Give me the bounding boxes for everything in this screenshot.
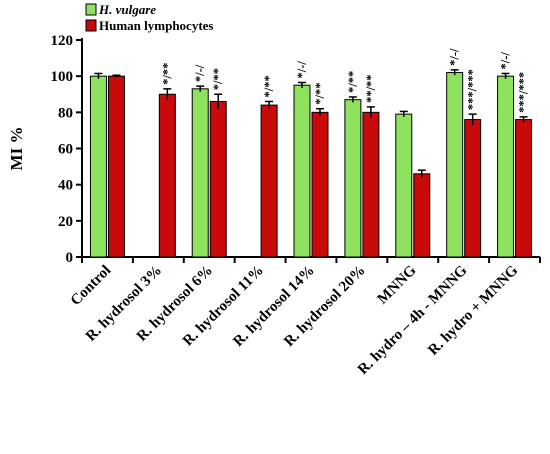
bar-h-vulgare: [191, 88, 209, 258]
y-axis-title: MI %: [7, 127, 26, 171]
y-tick-label: 80: [58, 105, 73, 121]
x-tick-label: MNNG: [375, 262, 420, 307]
x-tick-label: R. hydro + MNNG: [425, 262, 521, 358]
y-tick-label: 20: [58, 214, 73, 230]
bar-human-lymphocytes: [413, 173, 431, 258]
y-tick-label: 100: [51, 69, 74, 85]
bar-h-vulgare: [89, 75, 107, 258]
bar-h-vulgare: [446, 72, 464, 258]
significance-label: ***/***: [517, 72, 531, 113]
bar-human-lymphocytes: [209, 100, 227, 258]
bar-human-lymphocytes: [362, 111, 380, 258]
significance-label: */**: [211, 68, 225, 90]
bar-human-lymphocytes: [158, 93, 176, 258]
significance-label: */-/: [448, 48, 462, 66]
significance-label: */**: [346, 71, 360, 93]
significance-label: */**: [160, 63, 174, 85]
bar-human-lymphocytes: [515, 119, 533, 258]
significance-label: **/**: [364, 74, 378, 102]
bar-h-vulgare: [344, 99, 362, 258]
legend-swatch: [85, 3, 97, 16]
legend-swatch: [85, 19, 97, 32]
y-tick-label: 40: [58, 178, 73, 194]
significance-label: */**: [262, 75, 276, 97]
significance-label: */**: [313, 82, 327, 104]
legend-label: H. vulgare: [98, 2, 156, 17]
bar-h-vulgare: [497, 75, 515, 258]
x-tick-label: Control: [68, 263, 114, 309]
significance-label: */-/: [193, 64, 207, 82]
plot-area: 0 20 40 60 80 100 120 */-/ */-/ */** */-/ */-/ */** *…: [51, 33, 541, 378]
bar-human-lymphocytes: [311, 111, 329, 258]
legend-label: Human lymphocytes: [99, 18, 213, 33]
bar-h-vulgare: [395, 113, 413, 258]
bar-h-vulgare: [293, 84, 311, 258]
bar-human-lymphocytes: [107, 75, 125, 258]
y-tick-label: 120: [51, 33, 74, 49]
significance-label: ***/***: [466, 69, 480, 110]
y-tick-label: 0: [66, 250, 74, 266]
significance-label: */-/: [295, 61, 309, 79]
bar-human-lymphocytes: [260, 104, 278, 258]
bar-human-lymphocytes: [464, 119, 482, 258]
y-tick-label: 60: [58, 142, 73, 158]
significance-label: */-/: [499, 52, 513, 70]
